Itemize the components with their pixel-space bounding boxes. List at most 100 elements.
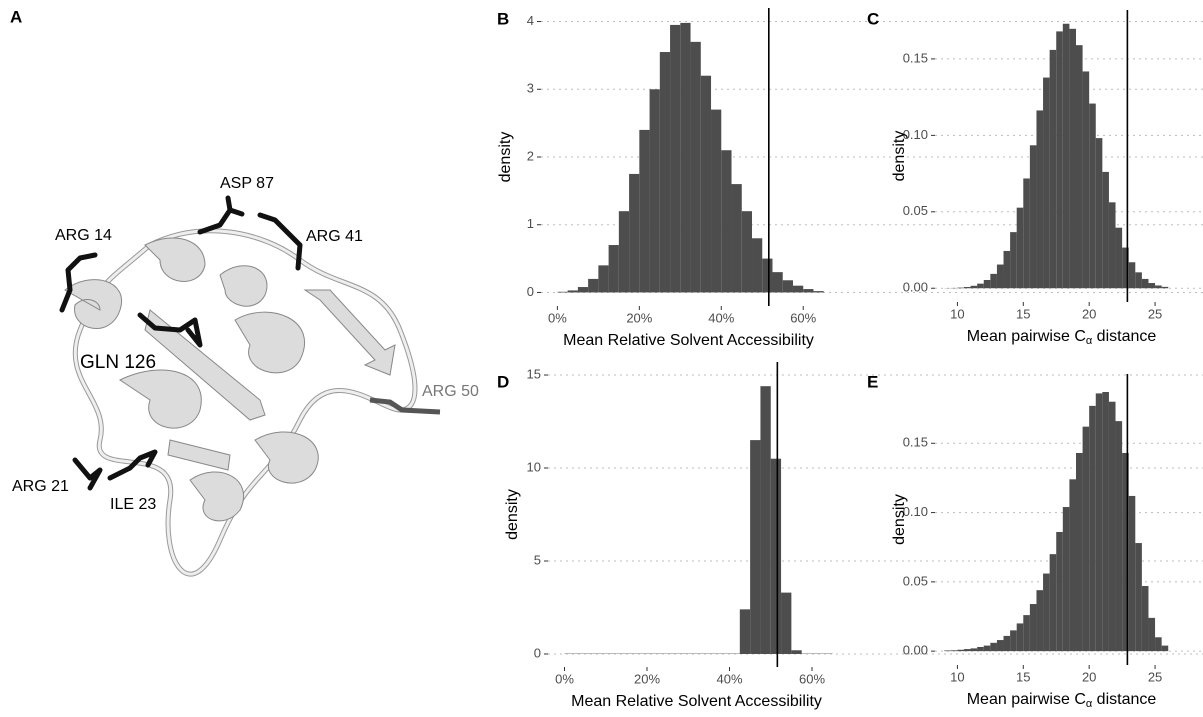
x-tick-label: 10: [950, 306, 964, 321]
bar: [1135, 543, 1142, 651]
x-tick-label: 10: [950, 669, 964, 684]
bar: [1069, 29, 1076, 288]
x-tick-label: 25: [1148, 306, 1162, 321]
residue-label: GLN 126: [80, 352, 156, 373]
bar: [1155, 637, 1162, 651]
bar: [1162, 287, 1169, 288]
bar: [1023, 615, 1030, 651]
y-tick-label: 0.05: [903, 573, 928, 588]
x-axis-title: Mean Relative Solvent Accessibility: [571, 693, 822, 710]
y-tick-label: 2: [527, 148, 534, 163]
bar: [557, 292, 567, 293]
bar: [1056, 532, 1063, 651]
bar: [964, 287, 971, 288]
panel-label: B: [497, 9, 509, 28]
bar: [971, 286, 978, 288]
bar: [1017, 208, 1024, 289]
x-tick-label: 20%: [634, 671, 660, 686]
bar: [1063, 24, 1070, 288]
bar: [1142, 586, 1149, 651]
y-tick-label: 0: [527, 284, 534, 299]
bar: [1089, 406, 1096, 651]
protein-structure: A ASP 87 ARG 14 ARG 41 GLN 126 ARG 50 AR…: [10, 7, 479, 574]
x-tick-label: 40%: [716, 671, 742, 686]
x-tick-label: 60%: [790, 310, 816, 325]
bar: [1036, 110, 1043, 288]
residue-label: ARG 21: [12, 478, 69, 495]
bar: [670, 25, 680, 293]
bar: [1116, 228, 1123, 289]
bar: [997, 265, 1004, 289]
bar: [990, 643, 997, 651]
bar: [1083, 427, 1090, 651]
x-axis-title-part: distance: [1092, 328, 1156, 345]
bar: [944, 650, 951, 651]
bar: [711, 110, 721, 293]
bar: [977, 284, 984, 289]
bar: [1102, 172, 1109, 288]
x-tick-label: 15: [1016, 669, 1030, 684]
bar: [1010, 630, 1017, 651]
panel-label: A: [10, 7, 22, 26]
bar: [1102, 392, 1109, 651]
bar: [957, 650, 964, 651]
bar: [964, 649, 971, 651]
residue-label: ILE 23: [110, 496, 156, 513]
y-tick-label: 10: [527, 459, 541, 474]
bar: [732, 184, 742, 292]
bar: [680, 23, 690, 293]
y-tick-label: 0.00: [903, 643, 928, 658]
bar: [997, 640, 1004, 651]
bar: [1148, 283, 1155, 288]
bar: [1129, 262, 1136, 288]
bar: [609, 245, 619, 292]
bar: [1148, 618, 1155, 651]
bar: [793, 286, 803, 293]
bar: [813, 291, 823, 292]
bar: [750, 440, 760, 654]
bar: [1155, 285, 1162, 288]
bar: [650, 89, 660, 292]
x-axis-title: Mean pairwise Cα distance: [967, 328, 1157, 347]
x-axis-title-part: Mean pairwise C: [967, 691, 1086, 708]
bar: [803, 289, 813, 292]
residue-label: ARG 41: [306, 228, 363, 245]
bar: [760, 386, 770, 654]
y-axis-title: density: [504, 489, 521, 540]
x-tick-label: 0%: [555, 671, 574, 686]
y-axis-title: density: [497, 132, 514, 183]
y-tick-label: 15: [527, 366, 541, 381]
bar: [1109, 402, 1116, 651]
bar: [629, 174, 639, 293]
bar: [1056, 31, 1063, 288]
bar: [951, 650, 958, 651]
y-tick-label: 0: [534, 645, 541, 660]
bar: [1116, 421, 1123, 651]
bar: [1089, 104, 1096, 289]
x-tick-label: 20%: [626, 310, 652, 325]
x-axis-title: Mean pairwise Cα distance: [967, 691, 1157, 710]
x-tick-label: 60%: [799, 671, 825, 686]
bar: [971, 648, 978, 651]
bar: [742, 211, 752, 292]
x-tick-label: 15: [1016, 306, 1030, 321]
x-axis-title: Mean Relative Solvent Accessibility: [563, 332, 814, 349]
bar: [1135, 272, 1142, 288]
x-axis-title-part: distance: [1092, 691, 1156, 708]
bar: [1069, 479, 1076, 651]
bar: [772, 272, 782, 292]
bar: [1096, 138, 1103, 288]
bar: [1050, 50, 1057, 288]
y-tick-label: 0.15: [903, 50, 928, 65]
bar: [781, 593, 791, 654]
bar: [1010, 232, 1017, 288]
bar: [1043, 78, 1050, 289]
x-tick-label: 20: [1082, 306, 1096, 321]
bar: [783, 280, 793, 292]
y-tick-label: 1: [527, 216, 534, 231]
bar: [977, 647, 984, 651]
y-tick-label: 3: [527, 81, 534, 96]
bar: [984, 646, 991, 652]
bar: [1129, 496, 1136, 651]
x-tick-label: 0%: [548, 310, 567, 325]
